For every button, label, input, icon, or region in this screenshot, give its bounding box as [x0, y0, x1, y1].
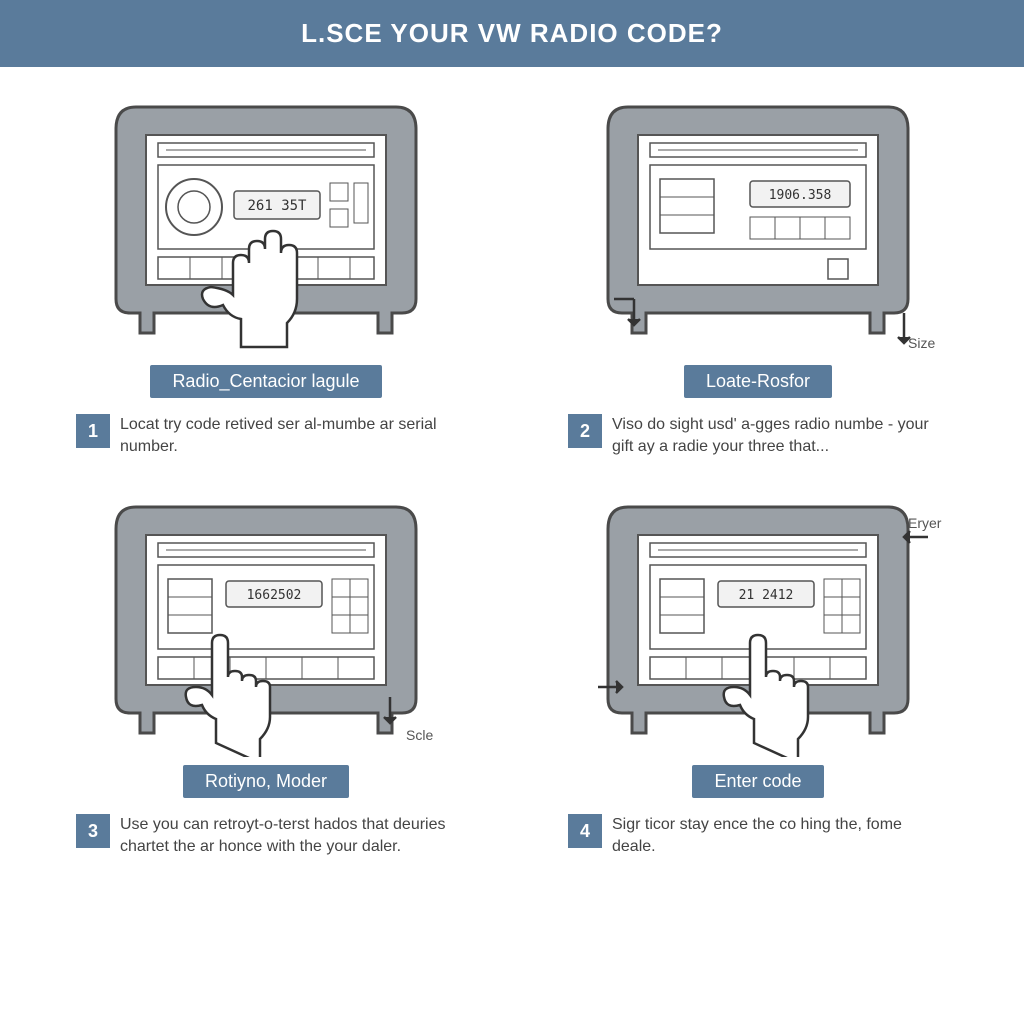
step-4-title-bar: Enter code [692, 765, 823, 798]
step-2-title: Loate-Rosfor [706, 371, 810, 391]
arrow-right-icon [904, 531, 928, 543]
steps-grid: 261 35T [0, 67, 1024, 857]
step-2-number: 2 [568, 414, 602, 448]
step-1-title-bar: Radio_Centacior lagule [150, 365, 381, 398]
step-1-title: Radio_Centacior lagule [172, 371, 359, 391]
step-3-desc: Use you can retroyt-o-terst hados that d… [120, 814, 456, 857]
display-text: 261 35T [247, 198, 307, 214]
step-2-illustration: 1906.358 Siz [568, 87, 948, 357]
step-1-number: 1 [76, 414, 110, 448]
callout-eryer: Eryer [908, 515, 941, 531]
step-3-number: 3 [76, 814, 110, 848]
step-3-title: Rotiyno, Moder [205, 771, 327, 791]
step-4-number: 4 [568, 814, 602, 848]
step-4-desc: Sigr ticor stay ence the co hing the, fo… [612, 814, 948, 857]
step-2: 1906.358 Siz [542, 87, 974, 457]
display-text: 21 2412 [739, 588, 794, 603]
step-3: 1662502 [50, 487, 482, 857]
step-2-title-bar: Loate-Rosfor [684, 365, 832, 398]
step-2-desc: Viso do sight usd' a-gges radio numbe - … [612, 414, 948, 457]
header-text: L.SCE YOUR VW RADIO CODE? [301, 18, 723, 48]
step-4-title: Enter code [714, 771, 801, 791]
display-text: 1906.358 [769, 188, 832, 203]
radio-unit-icon: 1906.358 [608, 107, 908, 333]
callout-size: Size [908, 335, 935, 351]
step-4: 21 2412 [542, 487, 974, 857]
step-1: 261 35T [50, 87, 482, 457]
page-title: L.SCE YOUR VW RADIO CODE? [0, 0, 1024, 67]
step-1-illustration: 261 35T [76, 87, 456, 357]
step-3-illustration: 1662502 [76, 487, 456, 757]
callout-scle: Scle [406, 727, 433, 743]
step-1-desc: Locat try code retived ser al-mumbe ar s… [120, 414, 456, 457]
step-4-illustration: 21 2412 [568, 487, 948, 757]
display-text: 1662502 [247, 588, 302, 603]
step-3-title-bar: Rotiyno, Moder [183, 765, 349, 798]
